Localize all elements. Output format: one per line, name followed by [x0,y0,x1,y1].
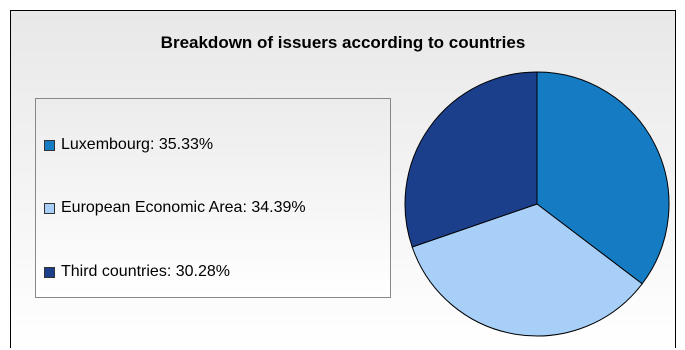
pie-chart [404,71,670,337]
pie-slice-european-economic-area [411,203,643,337]
legend-label-luxembourg: Luxembourg: 35.33% [61,136,214,153]
chart-frame: Breakdown of issuers according to countr… [10,10,676,348]
legend-item-luxembourg: Luxembourg: 35.33% [44,135,213,155]
legend-item-third-countries: Third countries: 30.28% [44,262,230,282]
legend-item-eea: European Economic Area: 34.39% [44,198,306,218]
chart-title: Breakdown of issuers according to countr… [160,33,526,52]
legend-swatch-eea [44,202,55,214]
legend-label-eea: European Economic Area: 34.39% [61,199,306,216]
legend-swatch-third-countries [44,266,55,278]
legend: Luxembourg: 35.33% European Economic Are… [35,98,391,298]
pie-slice-luxembourg [536,71,670,285]
pie-slice-third-countries [404,71,538,248]
legend-label-third-countries: Third countries: 30.28% [61,263,230,280]
legend-swatch-luxembourg [44,139,55,151]
